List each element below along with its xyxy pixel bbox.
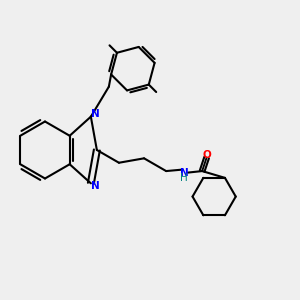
Text: H: H <box>180 173 188 183</box>
Text: N: N <box>180 168 188 178</box>
Text: O: O <box>203 150 212 160</box>
Text: N: N <box>91 109 100 119</box>
Text: N: N <box>91 181 100 191</box>
